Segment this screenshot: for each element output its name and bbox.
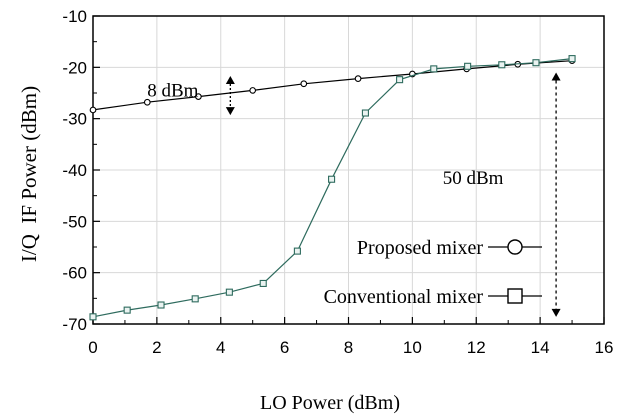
legend-entry-2: Conventional mixer [324,286,542,308]
arrow-head [225,76,235,85]
y-axis-label: I/Q IF Power (dBm) [17,86,41,262]
annotation-2: 50 dBm [443,72,561,317]
data-point [532,59,540,67]
data-point [89,313,97,321]
legend-label: Proposed mixer [357,237,483,259]
data-point [225,288,233,296]
data-point [259,279,267,287]
arrow-head [551,308,561,317]
series-line [92,60,573,111]
x-axis-label: LO Power (dBm) [260,392,400,414]
data-point [89,106,97,114]
data-point [300,80,308,88]
x-tick-label: 4 [216,338,225,357]
legend-marker-circle [507,239,523,255]
data-point [354,75,362,82]
y-tick-label: -30 [62,110,87,129]
y-tick-label: -60 [62,264,87,283]
legend-entry-1: Proposed mixer [357,237,542,259]
y-tick-label: -20 [62,58,87,77]
annotations: 8 dBm 50 dBm [147,72,561,317]
data-point [430,65,438,73]
annotation-text: 8 dBm [147,80,198,101]
x-tick-label: 6 [280,338,289,357]
data-point [191,295,199,303]
legend-label: Conventional mixer [324,286,484,308]
x-tick-label: 14 [531,338,550,357]
arrow-head [225,107,235,116]
legend-marker-square [507,288,523,304]
x-tick-label: 2 [152,338,161,357]
data-point [143,98,151,106]
series-2 [89,55,576,321]
y-tick-label: -40 [62,161,87,180]
data-point [157,301,165,309]
y-tick-label: -50 [62,212,87,231]
annotation-text: 50 dBm [443,168,504,189]
data-point [328,175,336,183]
data-point [568,55,576,63]
data-point [123,306,131,314]
y-tick-label: -70 [62,315,87,334]
ticks: 0 2 4 6 8 10 12 14 16 -10 -20 -30 -40 -50 -60 -70 [62,7,613,357]
series-layer [89,55,576,321]
arrow-head [551,72,561,81]
data-point [293,247,301,255]
data-point [249,87,257,94]
y-tick-label: -10 [62,7,87,26]
x-tick-label: 12 [467,338,486,357]
data-point [361,109,369,117]
annotation-1: 8 dBm [147,76,235,116]
x-tick-label: 8 [344,338,353,357]
data-point [464,62,472,70]
data-point [195,93,202,100]
x-tick-label: 16 [595,338,614,357]
data-point [396,76,404,84]
x-tick-label: 10 [403,338,422,357]
data-point [498,61,506,69]
legend: Proposed mixer Conventional mixer [324,237,542,308]
x-tick-label: 0 [88,338,97,357]
grid [93,16,604,324]
